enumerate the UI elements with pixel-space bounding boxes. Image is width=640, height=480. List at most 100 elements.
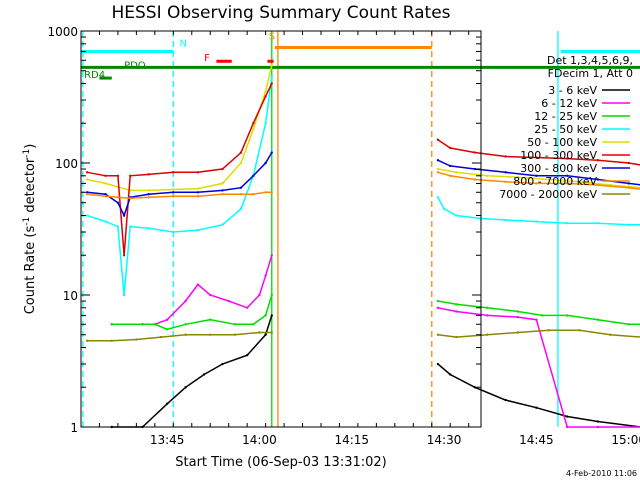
legend-header-2: FDecim 1, Att 0 [548, 67, 633, 80]
series-point-0-8 [270, 314, 273, 317]
legend-header-1: Det 1,3,4,5,6,9, [547, 54, 633, 67]
series-point-7-10 [264, 191, 267, 194]
series-point-5-17 [535, 156, 538, 159]
series-point-2-9 [270, 293, 273, 297]
series-point-7-4 [147, 196, 150, 199]
series-point-2-12 [485, 306, 489, 309]
series-line-1-seg-0 [111, 255, 273, 326]
legend-label-5: 100 - 300 keV [520, 149, 597, 162]
legend-label-8: 7000 - 20000 keV [499, 188, 597, 201]
series-point-6-15 [473, 167, 477, 171]
series-point-7-6 [196, 195, 200, 198]
series-point-1-13 [455, 310, 458, 313]
series-point-7-14 [473, 178, 477, 181]
series-point-8-14 [578, 329, 581, 332]
series-point-3-20 [596, 221, 600, 225]
series-point-5-1 [104, 174, 107, 177]
series-point-4-4 [147, 189, 150, 192]
series-point-7-1 [104, 195, 107, 198]
series-line-4-seg-0 [87, 65, 273, 192]
legend-label-1: 6 - 12 keV [541, 97, 597, 110]
series-point-3-15 [455, 214, 458, 217]
x-tick-label-1: 14:00 [242, 433, 277, 447]
chart-title: HESSI Observing Summary Count Rates [111, 3, 450, 23]
series-point-3-21 [627, 223, 630, 227]
series-point-6-5 [147, 193, 150, 196]
legend: Det 1,3,4,5,6,9, FDecim 1, Att 0 3 - 6 k… [499, 54, 633, 201]
series-point-2-15 [565, 314, 569, 317]
series-point-6-12 [270, 151, 273, 154]
series-point-4-6 [196, 187, 200, 190]
series-point-0-3 [184, 386, 187, 389]
series-point-5-0 [85, 171, 89, 174]
series-point-2-13 [516, 310, 520, 313]
series-point-6-2 [116, 201, 120, 204]
flag-label-4: RD4 [84, 70, 105, 81]
series-point-5-2 [116, 174, 120, 177]
series-line-8-seg-0 [87, 331, 272, 342]
series-point-0-5 [221, 362, 224, 366]
series-point-0-11 [473, 386, 477, 389]
series-point-7-16 [535, 182, 538, 185]
series-line-0-seg-1 [437, 363, 640, 428]
series-point-3-12 [270, 75, 273, 78]
x-tick-label-5: 15:00 [611, 433, 640, 447]
series-point-5-7 [196, 171, 200, 174]
series-point-0-7 [264, 333, 267, 336]
series-point-6-8 [221, 189, 224, 192]
series-point-6-6 [172, 191, 175, 194]
series-point-0-14 [565, 415, 569, 418]
x-tick-label-0: 13:45 [150, 433, 185, 447]
series-point-1-15 [516, 315, 520, 319]
flag-label-2: S [269, 32, 275, 43]
series-point-7-3 [129, 197, 132, 200]
series-line-5-seg-0 [87, 83, 273, 256]
series-point-7-11 [270, 191, 273, 194]
series-point-1-11 [270, 254, 273, 257]
series-point-1-12 [436, 306, 440, 309]
series-point-5-11 [264, 95, 267, 98]
series-point-8-6 [233, 333, 237, 336]
flag-label-1: F [204, 53, 210, 64]
series-point-7-12 [436, 171, 440, 174]
series-line-3-seg-1 [437, 196, 640, 226]
series-point-7-17 [565, 182, 569, 185]
series-point-2-5 [209, 318, 212, 321]
series-point-3-4 [129, 225, 132, 228]
y-tick-label-2: 100 [55, 157, 78, 171]
series-point-0-13 [535, 406, 538, 409]
series-point-3-17 [504, 218, 507, 222]
series-point-5-5 [147, 173, 150, 176]
x-tick-label-4: 14:45 [519, 433, 554, 447]
series-point-4-5 [172, 188, 175, 191]
plot-frame [80, 30, 482, 428]
series-line-6-seg-0 [87, 152, 273, 218]
series-point-8-5 [209, 333, 212, 336]
series-point-2-17 [627, 323, 630, 326]
series-point-3-1 [104, 220, 107, 223]
series-point-0-10 [449, 373, 452, 376]
series-point-7-13 [449, 174, 452, 177]
series-point-4-1 [104, 182, 107, 185]
footer-date: 4-Feb-2010 11:06 [566, 469, 637, 478]
series-point-2-3 [165, 328, 169, 331]
series-point-0-9 [436, 362, 440, 366]
y-tick-label-0: 1 [70, 421, 78, 435]
series-point-0-4 [202, 373, 206, 376]
series-point-6-9 [239, 186, 243, 189]
series-point-3-0 [85, 214, 89, 217]
series-point-5-12 [270, 82, 273, 85]
series-point-6-11 [264, 161, 267, 165]
series-point-4-14 [485, 174, 489, 177]
series-point-6-14 [449, 164, 452, 168]
series-point-5-4 [129, 174, 132, 177]
series-point-7-15 [504, 180, 507, 184]
series-point-1-14 [485, 314, 489, 317]
series-point-8-3 [159, 335, 163, 339]
x-tick-label-2: 14:15 [334, 433, 369, 447]
series-point-5-6 [172, 171, 175, 174]
series-point-8-13 [547, 329, 550, 332]
series-line-0-seg-0 [111, 315, 273, 428]
series-point-5-9 [239, 151, 243, 154]
series-point-4-0 [85, 178, 89, 181]
